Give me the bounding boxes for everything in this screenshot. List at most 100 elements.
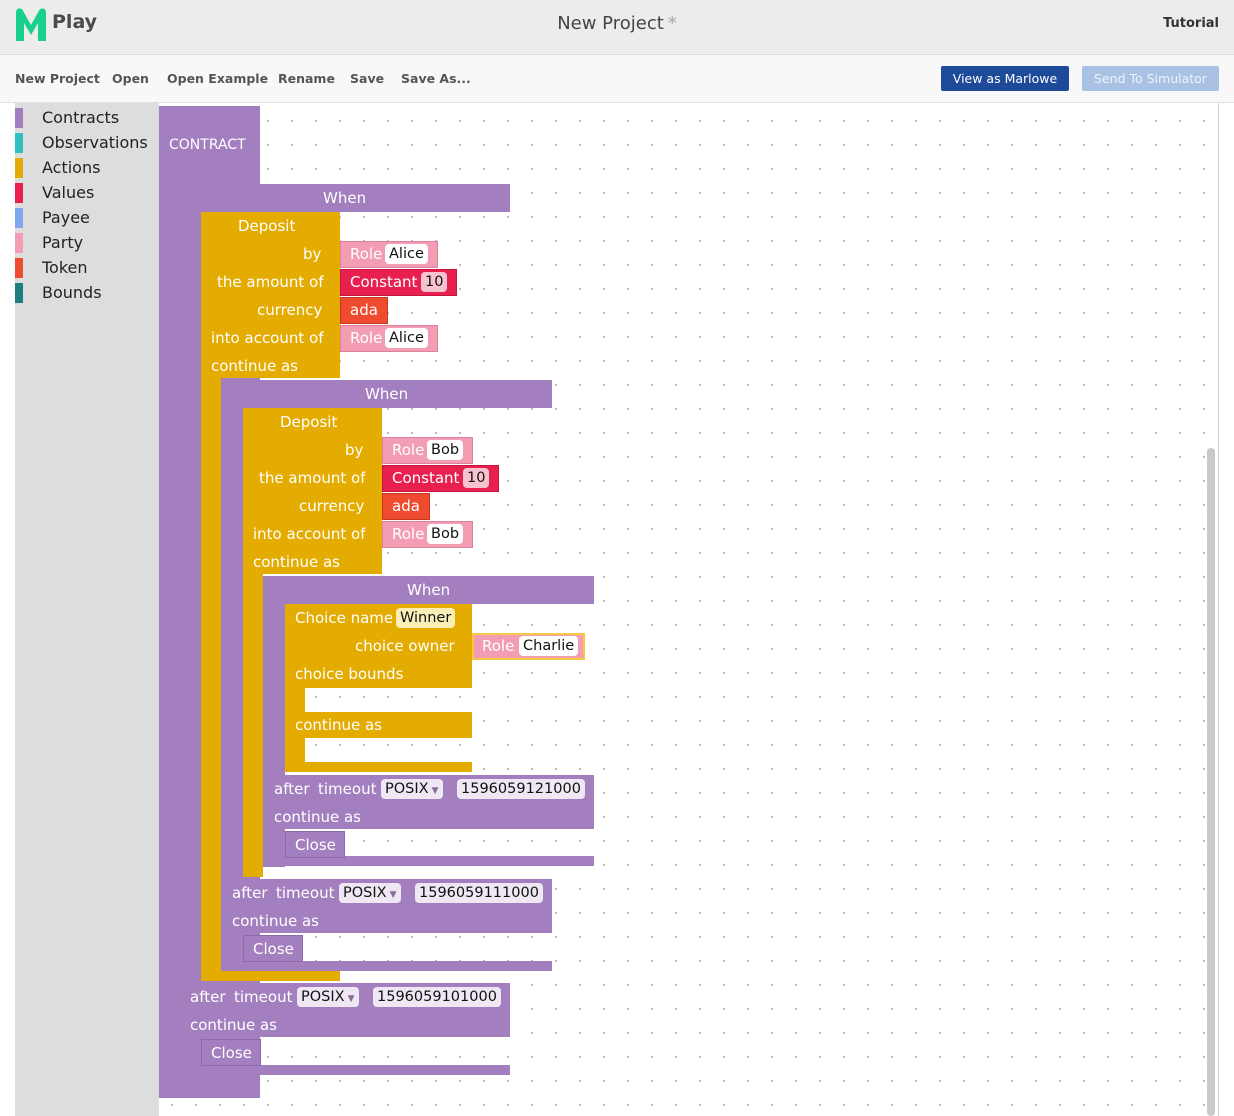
choice-name-field[interactable]: Winner: [396, 608, 456, 628]
toolbox-category-payee[interactable]: Payee: [15, 208, 159, 228]
category-label: Values: [42, 183, 95, 202]
continue-as-label: continue as: [211, 357, 298, 375]
role-name-field[interactable]: Bob: [427, 440, 464, 460]
after-label: after: [232, 884, 268, 902]
amount-label: the amount of: [217, 273, 324, 291]
category-label: Observations: [42, 133, 148, 152]
rename-button[interactable]: Rename: [278, 71, 335, 86]
constant-label: Constant: [350, 273, 418, 291]
timeout-value-field[interactable]: 1596059121000: [457, 779, 585, 799]
category-label: Token: [42, 258, 88, 277]
save-as-button[interactable]: Save As...: [401, 71, 471, 86]
view-as-marlowe-button[interactable]: View as Marlowe: [941, 66, 1069, 91]
when-middle-footer: [221, 961, 552, 971]
actions-swatch: [15, 158, 23, 178]
deposit-block-1[interactable]: [201, 212, 340, 378]
values-swatch: [15, 183, 23, 203]
toolbox-category-actions[interactable]: Actions: [15, 158, 159, 178]
role-label: Role: [482, 637, 515, 655]
role-name-field[interactable]: Alice: [385, 244, 428, 264]
posix-dropdown[interactable]: POSIX ▼: [297, 987, 359, 1007]
by-label: by: [303, 245, 322, 263]
role-name-field[interactable]: Bob: [427, 524, 464, 544]
payee-swatch: [15, 208, 23, 228]
open-example-button[interactable]: Open Example: [167, 71, 269, 86]
when-block-outer-spine: [179, 184, 201, 1075]
logo-text: Play: [52, 11, 98, 33]
into-account-label: into account of: [211, 329, 324, 347]
choice-name-label: Choice name: [295, 609, 394, 627]
ada-token-block[interactable]: [340, 297, 388, 324]
project-name: New Project: [557, 13, 664, 34]
save-button[interactable]: Save: [350, 71, 385, 86]
toolbox-category-values[interactable]: Values: [15, 183, 159, 203]
project-toolbar: New Project Open Open Example Rename Sav…: [0, 55, 1234, 103]
open-button[interactable]: Open: [112, 71, 149, 86]
continue-as-label: continue as: [274, 808, 361, 826]
blockly-workspace[interactable]: CONTRACT When Deposit by the amount of c…: [159, 103, 1218, 1116]
when-label: When: [323, 189, 367, 207]
dropdown-arrow-icon: ▼: [389, 890, 397, 900]
unsaved-indicator: *: [667, 13, 677, 34]
send-to-simulator-button[interactable]: Send To Simulator: [1082, 66, 1219, 91]
role-name-field[interactable]: Charlie: [519, 636, 579, 656]
deposit-label: Deposit: [280, 413, 338, 431]
tutorial-link[interactable]: Tutorial: [1163, 16, 1219, 31]
dropdown-arrow-icon: ▼: [431, 786, 439, 796]
continue-as-label: continue as: [190, 1016, 277, 1034]
when-label: When: [365, 385, 409, 403]
close-label: Close: [211, 1044, 252, 1062]
timeout-label: timeout: [318, 780, 377, 798]
ada-label: ada: [350, 301, 378, 319]
constant-value-field[interactable]: 10: [463, 468, 490, 488]
new-project-button[interactable]: New Project: [15, 71, 100, 86]
when-block-outer[interactable]: [179, 184, 510, 212]
category-label: Party: [42, 233, 84, 252]
deposit-block-2[interactable]: [243, 408, 382, 574]
constant-value-field[interactable]: 10: [421, 272, 448, 292]
marlowe-logo-icon[interactable]: [14, 5, 48, 43]
when-block-inner[interactable]: [263, 576, 594, 604]
toolbox-category-party[interactable]: Party: [15, 233, 159, 253]
timeout-value-field[interactable]: 1596059101000: [373, 987, 501, 1007]
contract-label: CONTRACT: [169, 137, 246, 153]
posix-label: POSIX: [343, 885, 387, 901]
toolbox-category-token[interactable]: Token: [15, 258, 159, 278]
category-label: Payee: [42, 208, 90, 227]
choice-block-footer: [285, 762, 472, 772]
after-label: after: [190, 988, 226, 1006]
close-block[interactable]: [285, 831, 345, 858]
timeout-label: timeout: [234, 988, 293, 1006]
timeout-value-field[interactable]: 1596059111000: [415, 883, 543, 903]
toolbox-category-contracts[interactable]: Contracts: [15, 108, 159, 128]
when-block-middle[interactable]: [221, 380, 552, 408]
amount-label: the amount of: [259, 469, 366, 487]
token-swatch: [15, 258, 23, 278]
posix-dropdown[interactable]: POSIX ▼: [381, 779, 443, 799]
role-name-field[interactable]: Alice: [385, 328, 428, 348]
close-block[interactable]: [243, 935, 303, 962]
ada-token-block[interactable]: [382, 493, 430, 520]
close-label: Close: [253, 940, 294, 958]
choice-block-spine: [285, 604, 305, 770]
close-label: Close: [295, 836, 336, 854]
when-outer-footer: [179, 1065, 510, 1075]
deposit-label: Deposit: [238, 217, 296, 235]
close-block[interactable]: [201, 1039, 261, 1066]
toolbox-category-bounds[interactable]: Bounds: [15, 283, 159, 303]
posix-dropdown[interactable]: POSIX ▼: [339, 883, 401, 903]
dropdown-arrow-icon: ▼: [347, 994, 355, 1004]
continue-as-label: continue as: [253, 553, 340, 571]
timeout-label: timeout: [276, 884, 335, 902]
constant-label: Constant: [392, 469, 460, 487]
into-account-label: into account of: [253, 525, 366, 543]
by-label: by: [345, 441, 364, 459]
observations-swatch: [15, 133, 23, 153]
currency-label: currency: [257, 301, 323, 319]
toolbox-category-observations[interactable]: Observations: [15, 133, 159, 153]
continue-as-label: continue as: [232, 912, 319, 930]
workspace-scrollbar[interactable]: [1207, 448, 1215, 1116]
app-header: Play New Project * Tutorial: [0, 0, 1234, 55]
ada-label: ada: [392, 497, 420, 515]
